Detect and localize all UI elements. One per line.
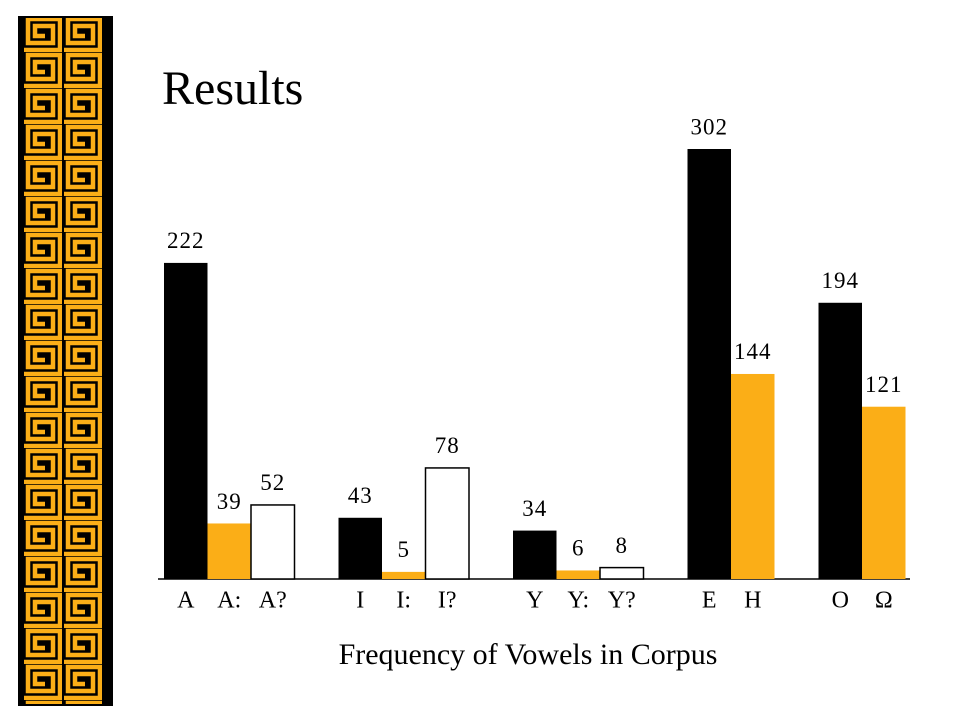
bar bbox=[513, 530, 557, 579]
x-axis-title: Frequency of Vowels in Corpus bbox=[339, 638, 718, 671]
bar bbox=[818, 302, 862, 579]
bar bbox=[731, 373, 775, 579]
bar bbox=[687, 149, 731, 579]
value-label: 144 bbox=[734, 339, 772, 364]
bar bbox=[556, 570, 600, 579]
bar bbox=[250, 504, 296, 580]
value-label: 8 bbox=[616, 533, 629, 558]
value-label: 43 bbox=[348, 483, 373, 508]
x-tick-label: Y bbox=[526, 588, 543, 614]
value-label: 52 bbox=[260, 470, 285, 495]
x-tick-label: E bbox=[702, 588, 717, 614]
x-tick-label: I: bbox=[396, 588, 411, 614]
x-tick-label: A: bbox=[217, 588, 241, 614]
value-label: 121 bbox=[865, 372, 903, 397]
value-label: 302 bbox=[691, 114, 729, 139]
value-label: 6 bbox=[572, 536, 585, 561]
bar bbox=[338, 517, 382, 579]
bar bbox=[382, 571, 426, 579]
x-tick-label: Ω bbox=[875, 588, 893, 614]
greek-key-border bbox=[18, 16, 113, 706]
x-tick-label: Y? bbox=[608, 588, 636, 614]
value-label: 194 bbox=[822, 268, 860, 293]
x-tick-label: A bbox=[177, 588, 195, 614]
value-label: 78 bbox=[435, 433, 460, 458]
bar bbox=[424, 467, 470, 580]
value-label: 34 bbox=[522, 496, 547, 521]
x-tick-label: H bbox=[744, 588, 761, 614]
value-label: 5 bbox=[398, 537, 411, 562]
x-tick-label: O bbox=[832, 588, 849, 614]
value-label: 222 bbox=[167, 228, 205, 253]
x-tick-label: I? bbox=[438, 588, 457, 614]
slide-title: Results bbox=[162, 62, 303, 115]
bar bbox=[207, 523, 251, 579]
x-tick-label: I bbox=[356, 588, 364, 614]
value-label: 39 bbox=[217, 489, 242, 514]
bar bbox=[599, 566, 645, 580]
bar bbox=[862, 406, 906, 579]
bar bbox=[164, 262, 208, 579]
x-tick-label: A? bbox=[259, 588, 287, 614]
x-tick-label: Y: bbox=[567, 588, 589, 614]
